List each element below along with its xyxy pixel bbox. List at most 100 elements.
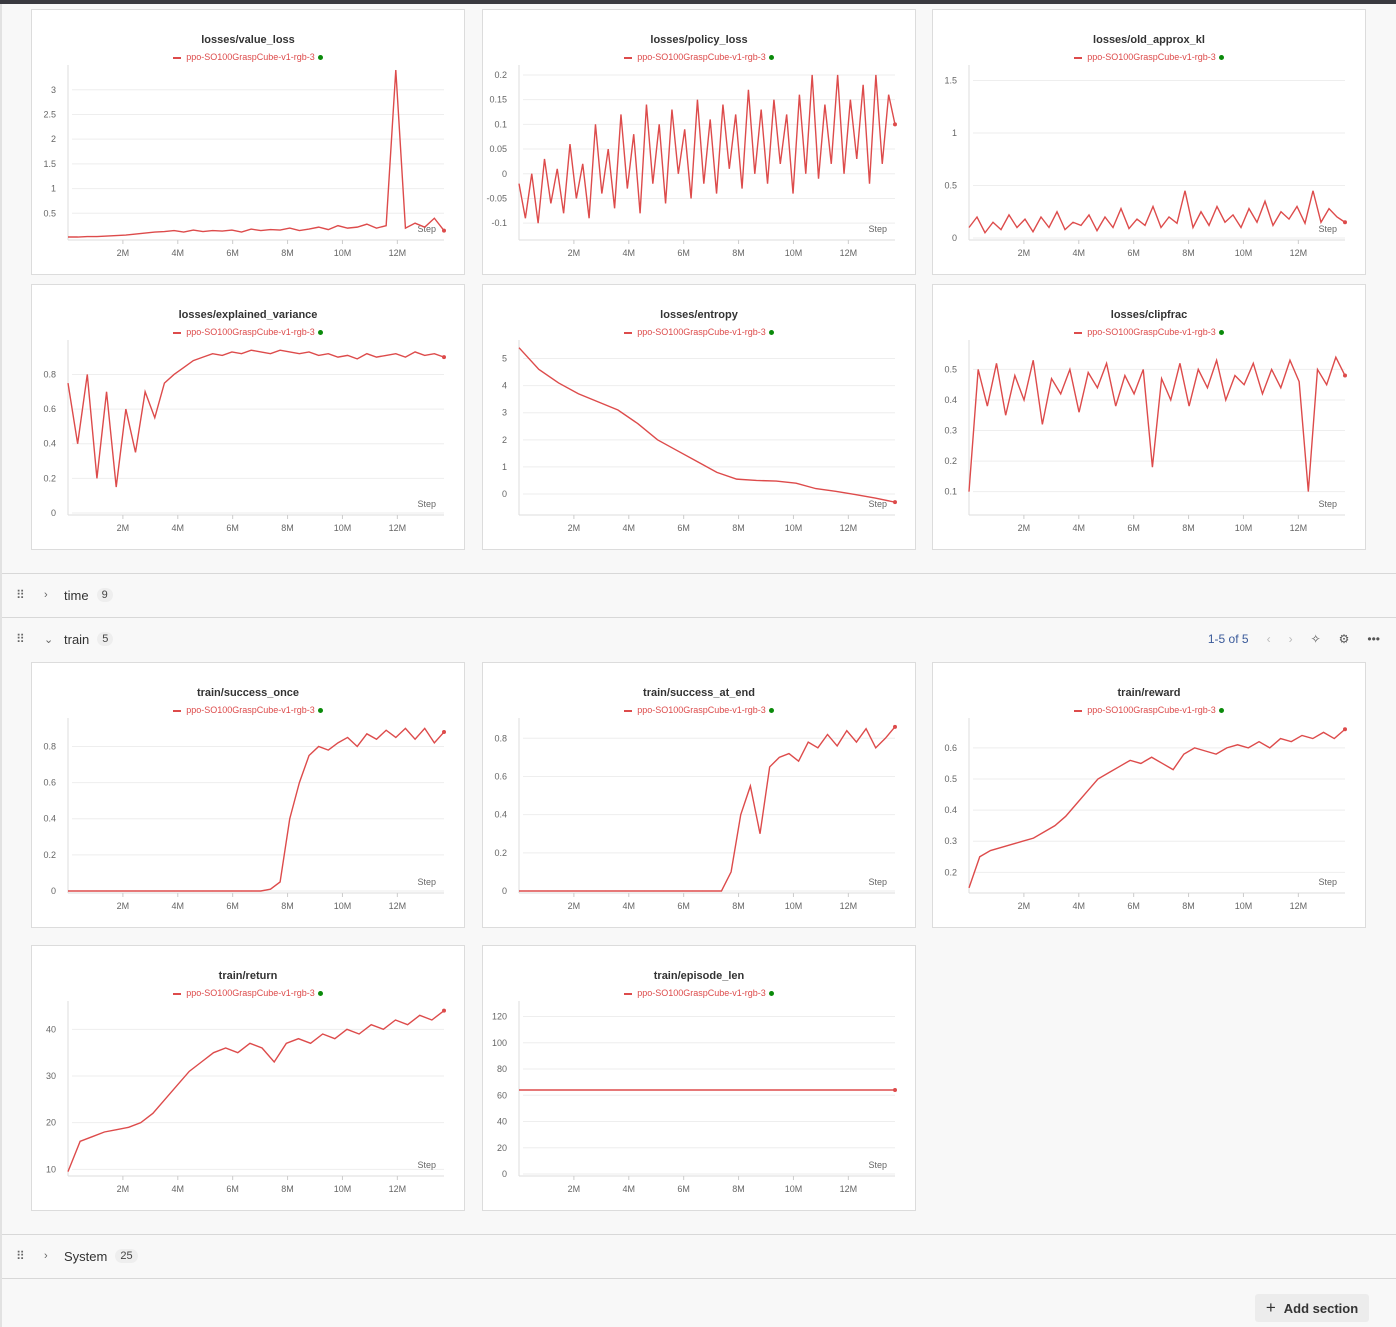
y-tick-label: 1 xyxy=(952,128,957,138)
section-title: train xyxy=(64,632,89,647)
y-tick-label: 0.3 xyxy=(944,836,957,846)
chart-panel[interactable]: losses/policy_loss ppo-SO100GraspCube-v1… xyxy=(482,9,916,275)
x-tick-label: 4M xyxy=(172,901,185,911)
chevron-down-icon[interactable]: ⌄ xyxy=(44,633,58,646)
y-tick-label: 0.4 xyxy=(944,395,957,405)
x-tick-label: 4M xyxy=(1073,523,1086,533)
series-line xyxy=(68,70,444,237)
drag-handle-icon[interactable]: ⠿ xyxy=(16,632,32,646)
chart-panel[interactable]: losses/old_approx_kl ppo-SO100GraspCube-… xyxy=(932,9,1366,275)
x-tick-label: 8M xyxy=(732,901,745,911)
left-border xyxy=(0,4,2,1327)
chart-panel[interactable]: losses/explained_variance ppo-SO100Grasp… xyxy=(31,284,465,550)
section-count: 9 xyxy=(97,588,113,602)
section-train[interactable]: ⠿ ⌄ train 5 1-5 of 5 ‹ › ✧ ⚙ ••• xyxy=(2,617,1396,661)
x-tick-label: 12M xyxy=(840,523,858,533)
y-tick-label: 0.05 xyxy=(489,144,507,154)
y-tick-label: 1.5 xyxy=(944,76,957,86)
drag-handle-icon[interactable]: ⠿ xyxy=(16,588,32,602)
last-point-marker xyxy=(442,355,446,359)
section-count: 5 xyxy=(97,632,113,646)
gear-icon[interactable]: ⚙ xyxy=(1339,632,1350,646)
last-point-marker xyxy=(442,1009,446,1013)
chart-panel[interactable]: losses/entropy ppo-SO100GraspCube-v1-rgb… xyxy=(482,284,916,550)
x-tick-label: 10M xyxy=(1235,901,1253,911)
x-tick-label: 4M xyxy=(1073,901,1086,911)
chart-panel[interactable]: train/episode_len ppo-SO100GraspCube-v1-… xyxy=(482,945,916,1211)
chart-panel[interactable]: train/return ppo-SO100GraspCube-v1-rgb-3… xyxy=(31,945,465,1211)
x-tick-label: 12M xyxy=(1290,523,1308,533)
chevron-right-icon[interactable]: › xyxy=(44,1250,58,1262)
chevron-left-icon[interactable]: ‹ xyxy=(1267,632,1271,646)
x-tick-label: 8M xyxy=(1182,523,1195,533)
y-tick-label: 60 xyxy=(497,1090,507,1100)
x-tick-label: 10M xyxy=(334,248,352,258)
x-tick-label: 10M xyxy=(785,1184,803,1194)
last-point-marker xyxy=(893,122,897,126)
y-tick-label: 30 xyxy=(46,1071,56,1081)
x-tick-label: 6M xyxy=(677,1184,690,1194)
y-tick-label: 0.6 xyxy=(43,778,56,788)
x-tick-label: 4M xyxy=(172,523,185,533)
x-tick-label: 12M xyxy=(389,523,407,533)
y-tick-label: 3 xyxy=(51,85,56,95)
last-point-marker xyxy=(893,1088,897,1092)
chart-panel[interactable]: losses/clipfrac ppo-SO100GraspCube-v1-rg… xyxy=(932,284,1366,550)
x-tick-label: 6M xyxy=(677,523,690,533)
drag-handle-icon[interactable]: ⠿ xyxy=(16,1249,32,1263)
y-tick-label: 0.2 xyxy=(944,867,957,877)
chevron-right-icon[interactable]: › xyxy=(44,589,58,601)
y-tick-label: 2.5 xyxy=(43,109,56,119)
last-point-marker xyxy=(1343,220,1347,224)
chart-panel[interactable]: losses/value_loss ppo-SO100GraspCube-v1-… xyxy=(31,9,465,275)
y-tick-label: 0.15 xyxy=(489,95,507,105)
x-tick-label: 6M xyxy=(226,1184,239,1194)
x-tick-label: 10M xyxy=(1235,248,1253,258)
y-tick-label: 0.2 xyxy=(494,70,507,80)
section-time[interactable]: ⠿ › time 9 xyxy=(2,573,1396,617)
x-tick-label: 2M xyxy=(1018,523,1031,533)
x-tick-label: 8M xyxy=(281,901,294,911)
x-tick-label: 6M xyxy=(226,901,239,911)
y-tick-label: 0.2 xyxy=(43,473,56,483)
chart-panel[interactable]: train/success_at_end ppo-SO100GraspCube-… xyxy=(482,662,916,928)
x-tick-label: 6M xyxy=(677,248,690,258)
y-tick-label: 0 xyxy=(51,886,56,896)
y-tick-label: 0 xyxy=(502,1169,507,1179)
x-tick-label: 2M xyxy=(117,248,130,258)
y-tick-label: 0.4 xyxy=(494,810,507,820)
more-options-icon[interactable]: ••• xyxy=(1367,632,1380,646)
series-line xyxy=(969,191,1345,233)
series-line xyxy=(519,727,895,891)
y-tick-label: 40 xyxy=(497,1117,507,1127)
series-line xyxy=(68,1011,444,1172)
x-tick-label: 10M xyxy=(785,523,803,533)
x-tick-label: 2M xyxy=(1018,248,1031,258)
x-tick-label: 2M xyxy=(568,248,581,258)
y-tick-label: 0.5 xyxy=(43,208,56,218)
x-tick-label: 10M xyxy=(785,901,803,911)
x-tick-label: 12M xyxy=(1290,248,1308,258)
section-system[interactable]: ⠿ › System 25 xyxy=(2,1234,1396,1278)
series-line xyxy=(68,350,444,487)
x-axis-label: Step xyxy=(868,224,887,234)
x-axis-label: Step xyxy=(417,1160,436,1170)
chevron-right-icon[interactable]: › xyxy=(1289,632,1293,646)
y-tick-label: 0.1 xyxy=(944,487,957,497)
y-tick-label: 0 xyxy=(502,169,507,179)
x-tick-label: 2M xyxy=(117,523,130,533)
last-point-marker xyxy=(442,229,446,233)
x-tick-label: 4M xyxy=(1073,248,1086,258)
x-tick-label: 4M xyxy=(172,248,185,258)
y-tick-label: 0.8 xyxy=(43,369,56,379)
chart-panel[interactable]: train/reward ppo-SO100GraspCube-v1-rgb-3… xyxy=(932,662,1366,928)
y-tick-label: 0 xyxy=(502,489,507,499)
y-tick-label: 0.8 xyxy=(43,741,56,751)
x-tick-label: 2M xyxy=(117,1184,130,1194)
add-section-button[interactable]: + Add section xyxy=(1255,1294,1369,1322)
chart-panel[interactable]: train/success_once ppo-SO100GraspCube-v1… xyxy=(31,662,465,928)
pin-icon[interactable]: ✧ xyxy=(1311,632,1321,646)
x-tick-label: 8M xyxy=(732,248,745,258)
